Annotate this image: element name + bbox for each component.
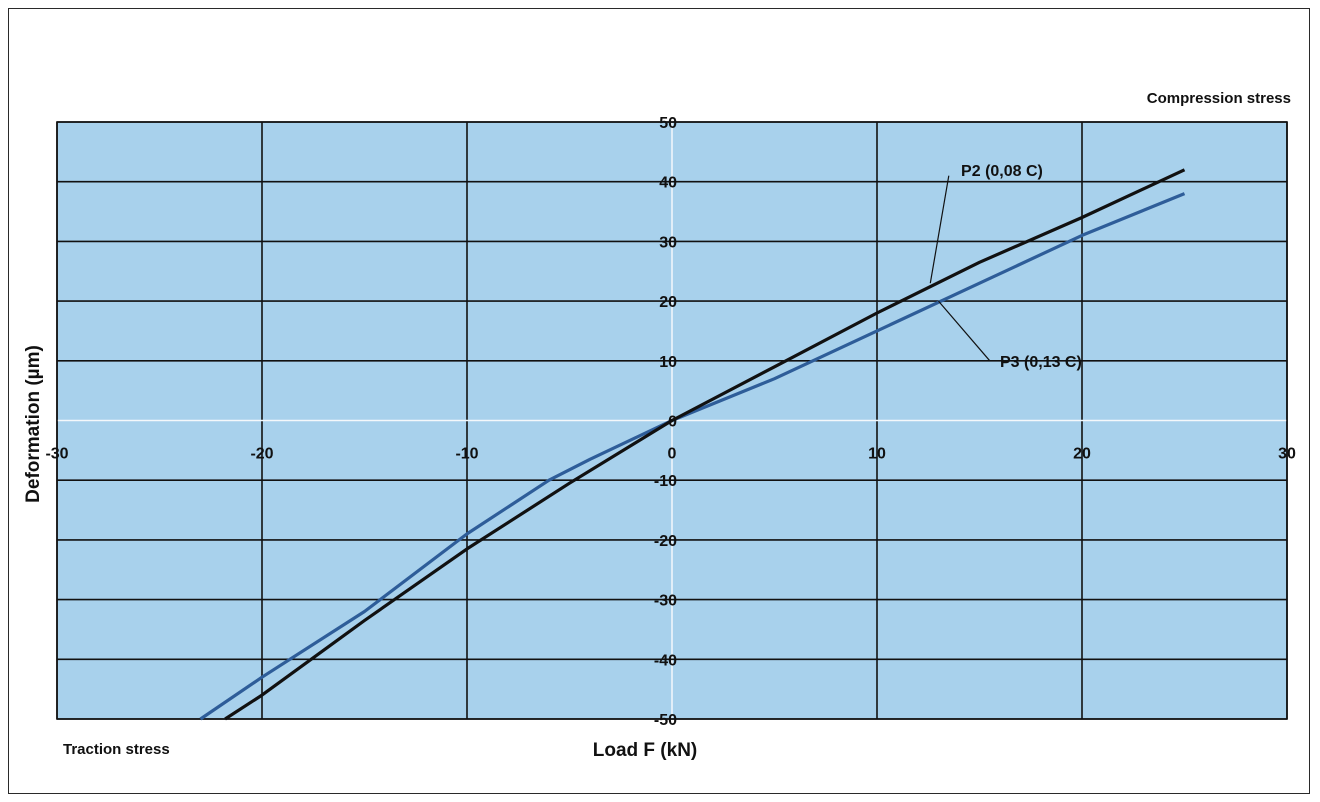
traction-stress-label: Traction stress [63,741,170,758]
y-axis-label: Deformation (µm) [23,345,44,503]
callout-leader [938,300,991,362]
x-tick-label: 30 [1278,446,1296,463]
series-line [199,192,1186,721]
y-tick-label: 30 [659,234,677,251]
tick-labels: -30 -20 -10 0 10 20 30 50 40 30 20 10 0 -10 -20 -30 -40 -… [45,115,1296,729]
callouts: P2 (0,08 C) P3 (0,13 C) [929,163,1082,371]
x-tick-label: -10 [455,446,478,463]
y-tick-label: -10 [654,473,677,490]
y-tick-label: -20 [654,533,677,550]
chart-frame: -30 -20 -10 0 10 20 30 50 40 30 20 10 0 -10 -20 -30 -40 -… [8,8,1310,794]
y-tick-label: 20 [659,294,677,311]
y-tick-label: 50 [659,115,677,132]
callout-leader [929,175,950,284]
y-tick-label: 10 [659,354,677,371]
series-label: P2 (0,08 C) [961,163,1043,180]
x-tick-label: 10 [868,446,886,463]
deformation-chart: -30 -20 -10 0 10 20 30 50 40 30 20 10 0 -10 -20 -30 -40 -… [23,90,1296,761]
series-layer [199,168,1186,721]
y-tick-label: -30 [654,593,677,610]
y-tick-label: -40 [654,652,677,669]
x-axis-label: Load F (kN) [593,740,698,761]
grid [56,121,1288,720]
x-tick-label: 20 [1073,446,1091,463]
series-label: P3 (0,13 C) [1000,354,1082,371]
x-tick-label: 0 [668,446,677,463]
y-tick-label: -50 [654,712,677,729]
plot-border [56,121,1288,720]
x-tick-label: -20 [250,446,273,463]
series-line [224,168,1186,721]
x-tick-label: -30 [45,446,68,463]
compression-stress-label: Compression stress [1147,90,1291,107]
y-tick-label: 40 [659,175,677,192]
y-tick-label: 0 [668,414,677,431]
